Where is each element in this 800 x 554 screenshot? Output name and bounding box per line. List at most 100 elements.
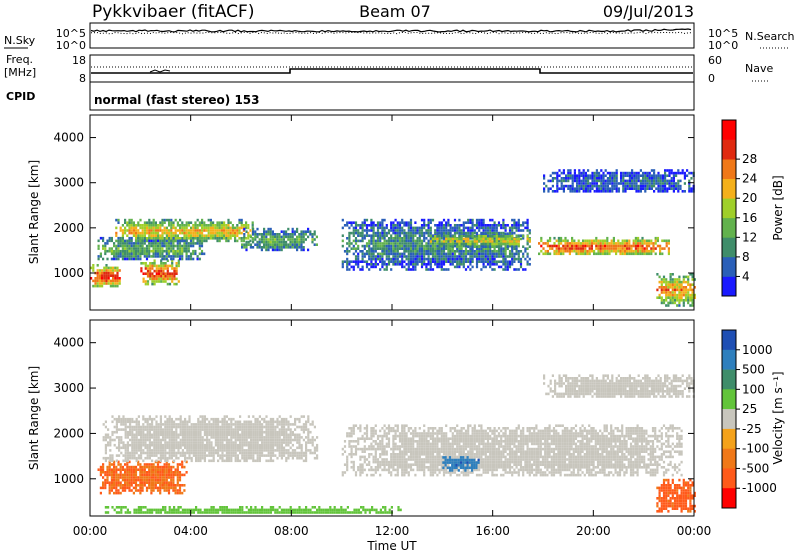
echo-cell (582, 249, 585, 253)
echo-cell (214, 433, 217, 437)
echo-cell (134, 484, 138, 487)
echo-cell (198, 224, 201, 227)
echo-cell (148, 451, 151, 455)
echo-cell (221, 454, 224, 457)
power-echo-region (543, 169, 695, 193)
echo-cell (146, 229, 149, 232)
echo-cell (526, 255, 529, 258)
echo-cell (150, 484, 153, 487)
echo-cell (148, 473, 151, 477)
echo-cell (150, 478, 153, 482)
echo-cell (648, 174, 651, 177)
echo-cell (497, 250, 501, 253)
echo-cell (133, 446, 136, 450)
echo-cell (557, 239, 560, 243)
echo-cell (624, 190, 627, 193)
echo-cell (124, 420, 127, 424)
echo-cell (132, 224, 135, 227)
echo-cell (258, 454, 261, 457)
echo-cell (346, 250, 349, 253)
echo-cell (135, 436, 138, 439)
echo-cell (576, 182, 579, 185)
echo-cell (151, 428, 154, 431)
echo-cell (240, 224, 243, 227)
echo-cell (473, 240, 476, 243)
echo-cell (659, 190, 662, 193)
echo-cell (396, 239, 399, 243)
echo-cell (573, 174, 576, 177)
echo-cell (137, 415, 140, 418)
echo-cell (447, 224, 450, 227)
echo-cell (549, 174, 552, 177)
echo-cell (197, 425, 200, 429)
echo-cell (146, 282, 150, 286)
echo-cell (642, 184, 645, 188)
echo-cell (126, 249, 129, 253)
echo-cell (96, 269, 99, 272)
echo-cell (178, 257, 182, 261)
echo-cell (124, 468, 127, 471)
echo-cell (495, 232, 498, 235)
echo-cell (357, 239, 360, 243)
echo-cell (669, 283, 672, 286)
echo-cell (682, 275, 685, 279)
echo-cell (148, 239, 151, 243)
echo-cell (176, 234, 179, 237)
echo-cell (168, 433, 171, 437)
echo-cell (254, 441, 257, 444)
echo-cell (489, 235, 492, 238)
echo-cell (146, 451, 149, 455)
echo-cell (634, 236, 637, 240)
echo-cell (236, 234, 239, 237)
echo-cell (528, 237, 531, 241)
echo-cell (231, 231, 234, 235)
echo-cell (387, 252, 391, 256)
echo-cell (219, 430, 222, 434)
echo-cell (185, 237, 188, 240)
echo-cell (137, 229, 140, 232)
echo-cell (274, 243, 277, 246)
echo-cell (667, 242, 670, 245)
echo-cell (352, 247, 355, 250)
echo-cell (650, 247, 653, 250)
echo-cell (556, 177, 559, 180)
echo-cell (671, 296, 674, 299)
echo-cell (544, 242, 547, 245)
echo-cell (436, 247, 439, 250)
echo-cell (230, 436, 233, 439)
echo-cell (124, 231, 127, 235)
echo-cell (595, 239, 598, 243)
velocity-panel-background (90, 320, 694, 516)
echo-cell (159, 428, 162, 431)
echo-cell (150, 481, 153, 484)
echo-cell (176, 473, 179, 477)
echo-cell (115, 454, 118, 457)
echo-cell (130, 471, 133, 474)
echo-cell (183, 234, 186, 237)
echo-cell (172, 239, 175, 243)
echo-cell (690, 177, 693, 180)
echo-cell (420, 239, 424, 243)
echo-cell (401, 239, 404, 243)
echo-cell (188, 415, 191, 418)
echo-cell (517, 252, 520, 256)
echo-cell (683, 190, 686, 193)
echo-cell (265, 246, 268, 249)
echo-cell (644, 179, 647, 183)
echo-cell (109, 279, 112, 283)
echo-cell (118, 438, 121, 442)
echo-cell (551, 179, 554, 183)
echo-cell (251, 224, 254, 227)
echo-cell (622, 179, 625, 183)
echo-cell (300, 235, 303, 239)
echo-cell (595, 184, 598, 188)
echo-cell (670, 169, 673, 172)
echo-cell (130, 476, 133, 479)
echo-cell (436, 237, 439, 241)
echo-cell (542, 247, 545, 250)
echo-cell (484, 224, 487, 227)
echo-cell (243, 436, 246, 439)
echo-cell (519, 260, 523, 263)
echo-cell (134, 242, 138, 245)
echo-cell (573, 247, 576, 250)
